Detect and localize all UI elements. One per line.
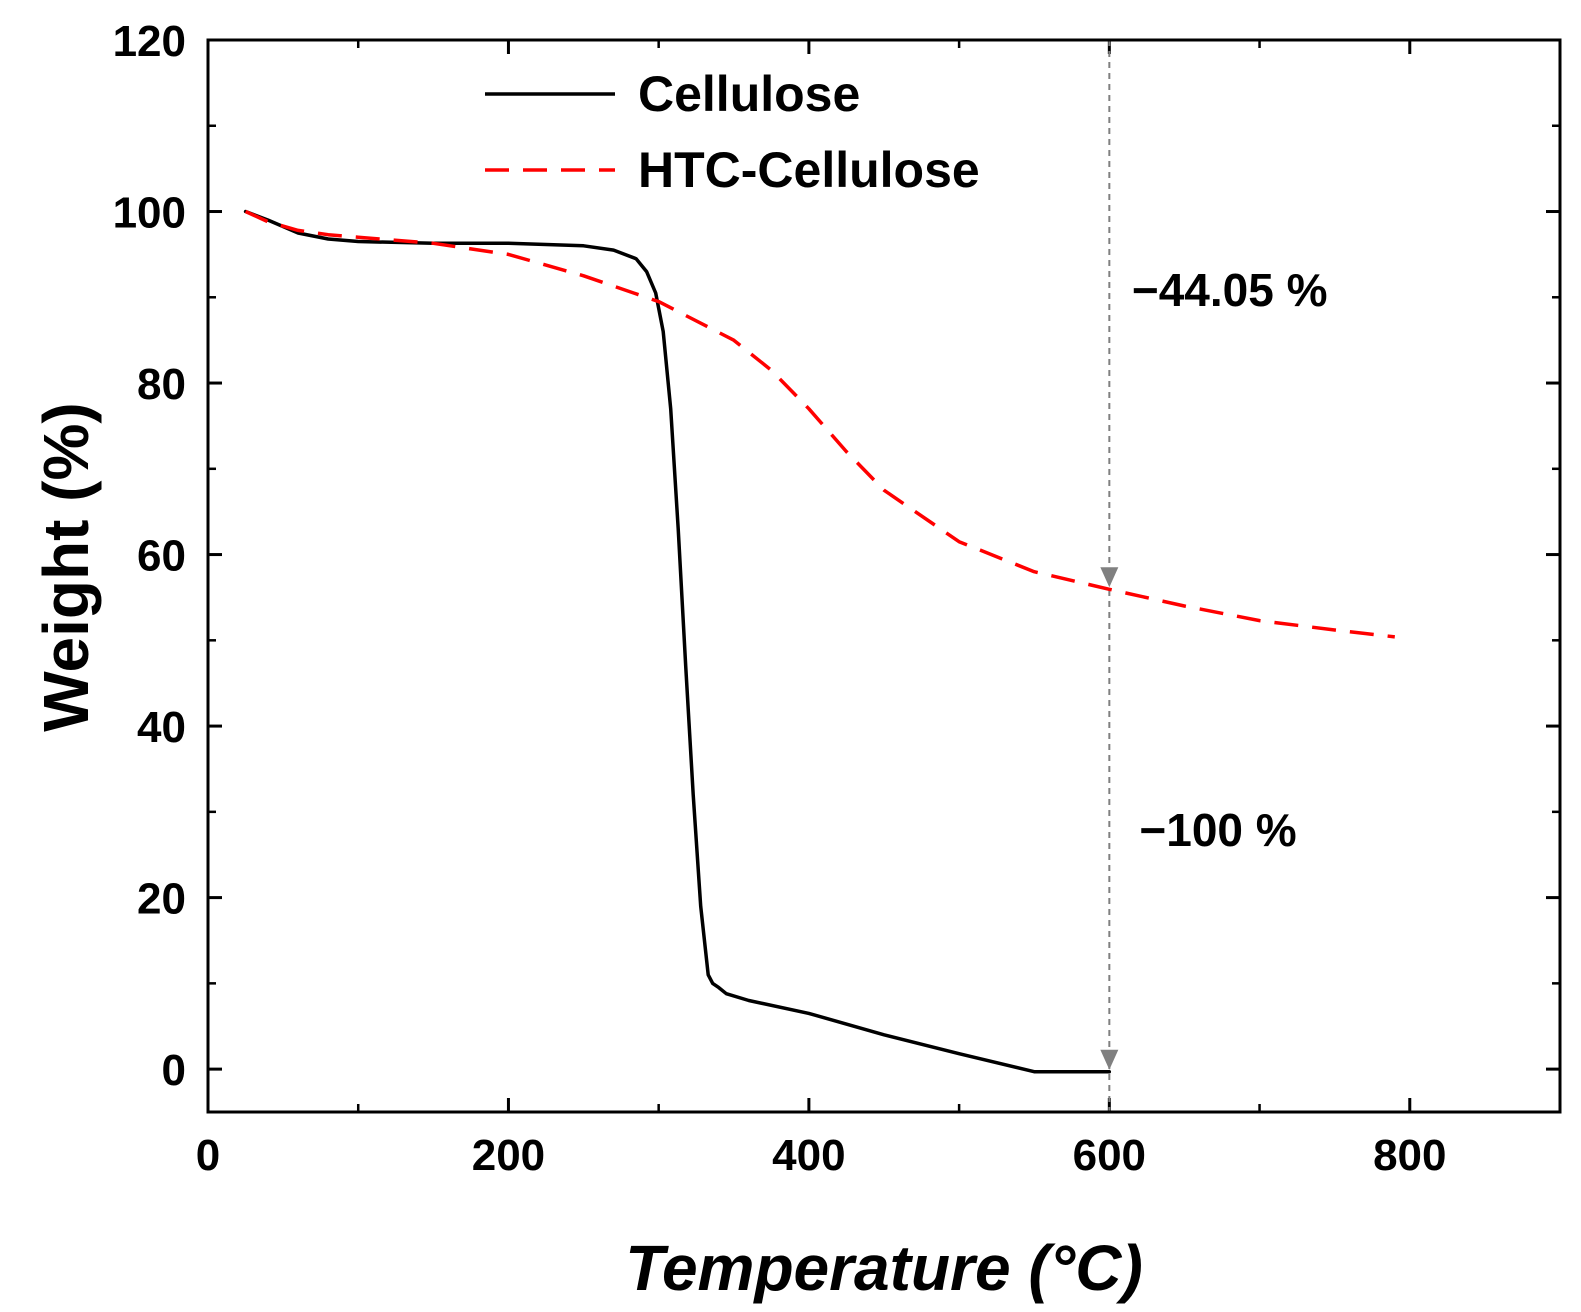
series-htc-cellulose [244,209,1395,639]
series-layer [243,209,1395,1074]
y-tick-label: 0 [162,1046,186,1095]
annotation-layer: −44.05 % −100 % [1132,264,1328,856]
x-tick-label: 600 [1073,1131,1146,1180]
legend: Cellulose HTC-Cellulose [485,66,980,198]
y-tick-label: 120 [113,17,186,66]
annotation-1: −44.05 % [1132,264,1328,316]
reference-line-layer [1100,40,1119,1112]
y-tick-label: 40 [137,703,186,752]
y-tick-label: 100 [113,189,186,238]
arrow-cellulose-marker [1100,1049,1119,1070]
x-tick-label: 400 [772,1131,845,1180]
legend-label-1: Cellulose [638,66,860,122]
x-tick-label: 0 [196,1131,220,1180]
y-tick-label: 20 [137,875,186,924]
x-tick-label: 800 [1373,1131,1446,1180]
x-tick-label: 200 [472,1131,545,1180]
y-axis-title: Weight (%) [30,402,102,731]
ticks-layer: 0 200 400 600 800 0 20 40 60 80 100 120 [113,17,1560,1180]
plot-frame [206,38,1562,1114]
x-axis-title: Temperature (°C) [625,1232,1143,1304]
annotation-2: −100 % [1139,804,1296,856]
y-tick-label: 60 [137,532,186,581]
y-tick-label: 80 [137,360,186,409]
legend-label-2: HTC-Cellulose [638,142,980,198]
arrow-htc-marker [1100,567,1119,588]
series-cellulose [243,209,1112,1074]
